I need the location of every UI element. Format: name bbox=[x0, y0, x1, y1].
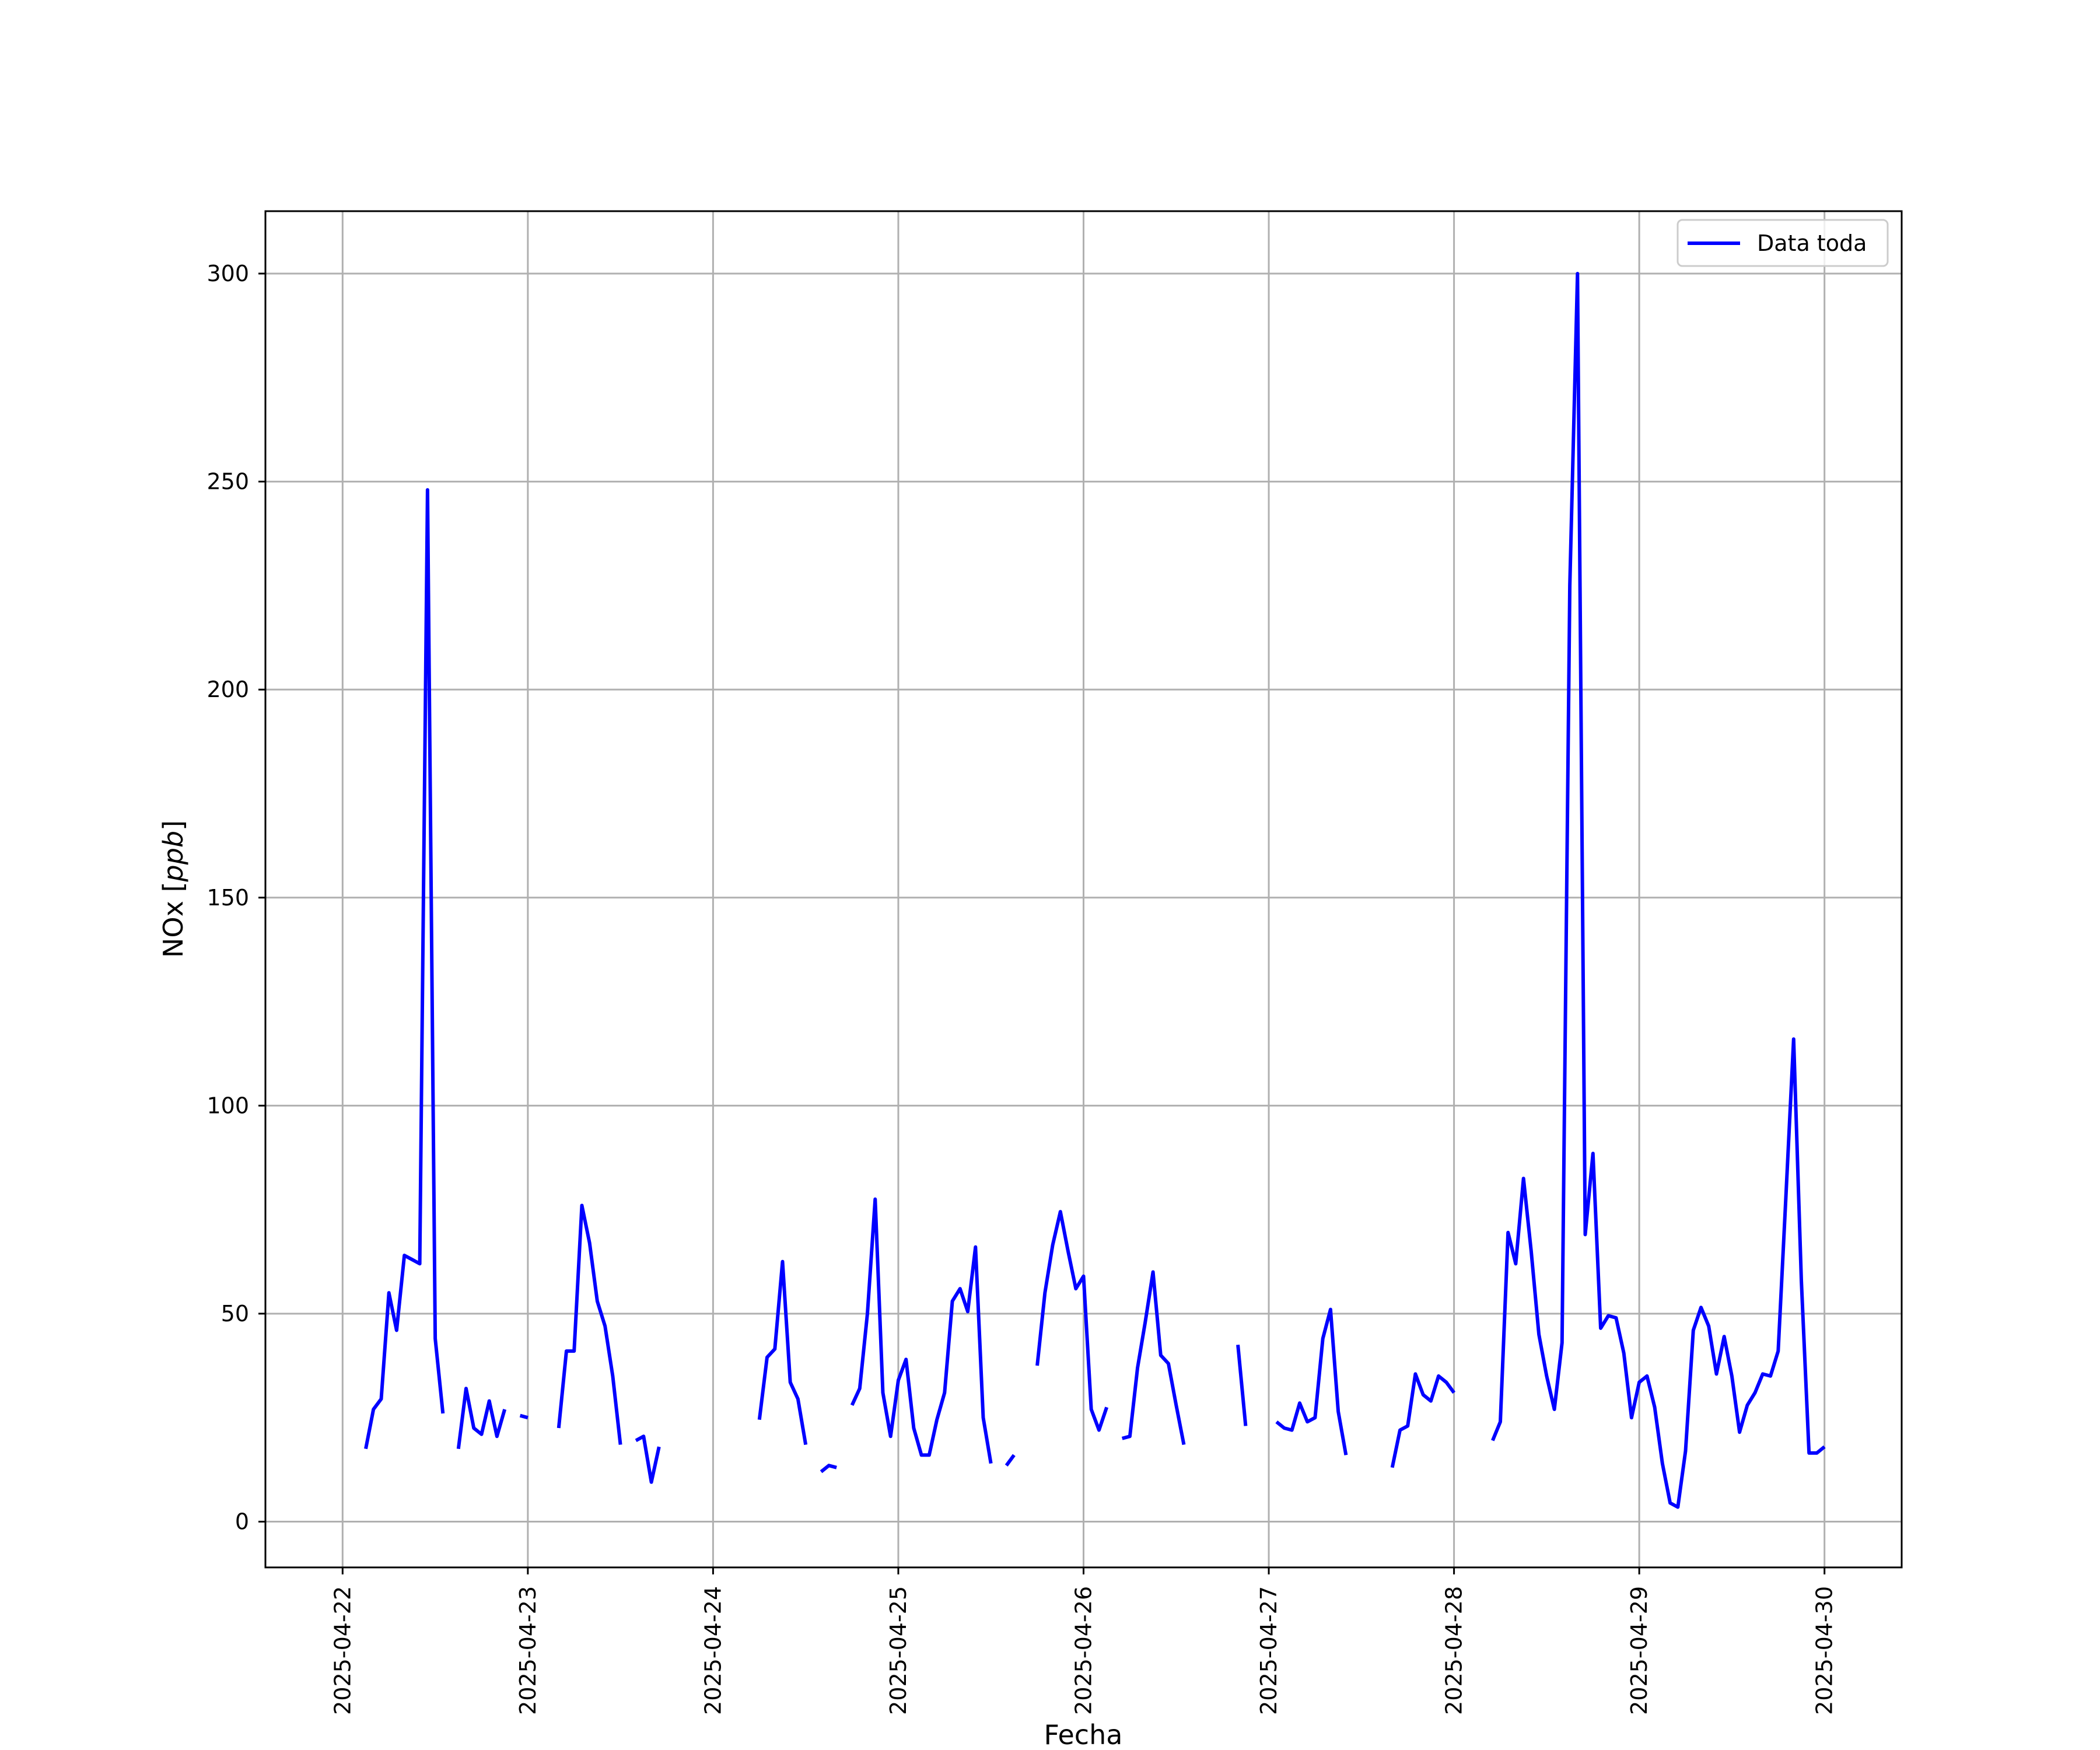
y-axis: 0 50 100 150 200 250 300 bbox=[206, 261, 265, 1535]
y-tick-label: 50 bbox=[221, 1301, 249, 1326]
y-axis-label: NOx [ppb] bbox=[158, 820, 189, 958]
y-tick-label: 0 bbox=[235, 1509, 249, 1535]
legend: Data toda bbox=[1676, 219, 1889, 267]
y-tick-label: 150 bbox=[206, 885, 249, 911]
x-tick-label: 2025-04-26 bbox=[1071, 1586, 1097, 1715]
x-tick-label: 2025-04-25 bbox=[886, 1586, 911, 1715]
x-tick-label: 2025-04-29 bbox=[1626, 1586, 1652, 1715]
series-line-segment bbox=[820, 1464, 837, 1474]
series-line-segment bbox=[364, 488, 445, 1450]
x-tick-label: 2025-04-23 bbox=[515, 1586, 541, 1715]
series-line-segment bbox=[1236, 1345, 1248, 1426]
y-axis-label-text: NOx [ bbox=[158, 882, 189, 958]
y-tick-label: 100 bbox=[206, 1093, 249, 1118]
series-line-segment bbox=[757, 1259, 808, 1446]
series-layer bbox=[364, 272, 1826, 1509]
series-line-segment bbox=[850, 1197, 993, 1464]
series-line-segment bbox=[635, 1434, 661, 1484]
series-line-segment bbox=[1005, 1454, 1016, 1467]
series-line-segment bbox=[519, 1413, 528, 1420]
series-line-segment bbox=[1390, 1372, 1456, 1468]
legend-label: Data toda bbox=[1757, 230, 1867, 256]
series-line-segment bbox=[1121, 1270, 1186, 1446]
y-tick-label: 200 bbox=[206, 677, 249, 702]
series-line-segment bbox=[556, 1203, 622, 1445]
series-line-segment bbox=[1275, 1307, 1348, 1455]
y-tick-label: 300 bbox=[206, 261, 249, 286]
grid bbox=[265, 211, 1902, 1567]
x-tick-label: 2025-04-27 bbox=[1256, 1586, 1282, 1715]
y-axis-label-close: ] bbox=[158, 820, 189, 831]
x-axis-label: Fecha bbox=[1044, 1719, 1123, 1750]
series-line-segment bbox=[1491, 272, 1826, 1509]
x-axis: 2025-04-22 2025-04-23 2025-04-24 2025-04-25… bbox=[330, 1567, 1838, 1715]
y-axis-label-unit: ppb bbox=[158, 831, 189, 883]
x-tick-label: 2025-04-24 bbox=[700, 1586, 726, 1715]
x-tick-label: 2025-04-28 bbox=[1441, 1586, 1467, 1715]
legend-box bbox=[1676, 219, 1889, 267]
x-tick-label: 2025-04-30 bbox=[1812, 1586, 1838, 1715]
y-tick-label: 250 bbox=[206, 469, 249, 495]
series-line-segment bbox=[456, 1387, 507, 1450]
series-line-segment bbox=[1035, 1210, 1109, 1432]
x-tick-label: 2025-04-22 bbox=[330, 1586, 355, 1715]
